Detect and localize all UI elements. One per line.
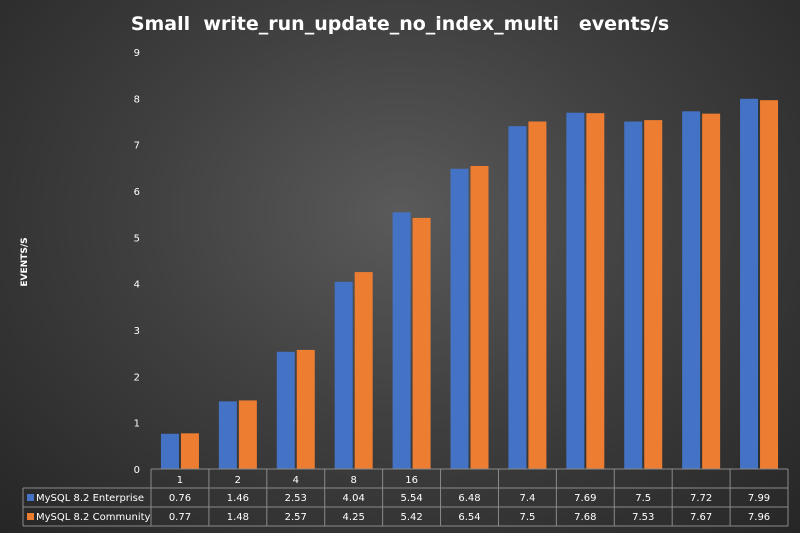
data-label: 0.76 xyxy=(169,493,191,504)
y-tick-label: 5 xyxy=(134,233,140,244)
bar-enterprise xyxy=(682,111,701,469)
legend-label: MySQL 8.2 Enterprise xyxy=(36,493,144,504)
category-label: 4 xyxy=(293,475,299,486)
y-tick-label: 4 xyxy=(134,280,140,291)
data-label: 7.68 xyxy=(574,512,596,523)
bar-community xyxy=(412,217,431,469)
data-table: 1 2 4 8 16 MySQL 8.2 Enterprise 0.76 1.46 2.53 4.… xyxy=(22,468,789,527)
bar-enterprise xyxy=(740,98,759,470)
bar-enterprise xyxy=(392,212,411,469)
data-label: 7.5 xyxy=(635,493,651,504)
data-label: 7.4 xyxy=(519,493,535,504)
legend-label: MySQL 8.2 Community xyxy=(36,512,151,523)
bar-community xyxy=(354,272,373,469)
bar-enterprise xyxy=(450,168,469,469)
bar-community xyxy=(470,165,489,470)
y-tick-label: 3 xyxy=(134,326,140,337)
data-label: 7.69 xyxy=(574,493,596,504)
data-label: 2.57 xyxy=(285,512,307,523)
category-label: 16 xyxy=(405,475,418,486)
data-label: 7.72 xyxy=(690,493,712,504)
y-tick-label: 8 xyxy=(134,94,140,105)
bar-community xyxy=(238,400,257,469)
bar-enterprise xyxy=(566,112,585,470)
bar-community xyxy=(296,349,315,469)
bar-enterprise xyxy=(334,281,353,469)
bar-community xyxy=(644,120,663,470)
y-tick-label: 0 xyxy=(134,465,140,476)
bar-community xyxy=(180,433,199,469)
category-label: 1 xyxy=(177,475,183,486)
y-tick-label: 1 xyxy=(134,419,140,430)
data-label: 7.5 xyxy=(519,512,535,523)
bar-enterprise xyxy=(218,401,237,469)
data-label: 1.48 xyxy=(227,512,249,523)
legend-swatch xyxy=(27,513,34,520)
bar-enterprise xyxy=(160,433,179,469)
data-label: 5.54 xyxy=(400,493,422,504)
bar-enterprise xyxy=(276,351,295,469)
legend-swatch xyxy=(27,494,34,501)
bar-community xyxy=(528,121,547,469)
data-label: 0.77 xyxy=(169,512,191,523)
data-label: 1.46 xyxy=(227,493,249,504)
data-label: 4.04 xyxy=(343,493,365,504)
chart-title: Small write_run_update_no_index_multi ev… xyxy=(131,13,669,35)
data-label: 5.42 xyxy=(400,512,422,523)
y-axis-label: EVENTS/S xyxy=(20,237,30,286)
data-label: 6.48 xyxy=(458,493,480,504)
data-label: 7.53 xyxy=(632,512,654,523)
category-label: 8 xyxy=(350,475,356,486)
data-label: 4.25 xyxy=(343,512,365,523)
bar-enterprise xyxy=(624,121,643,469)
data-label: 7.99 xyxy=(748,493,770,504)
data-label: 7.67 xyxy=(690,512,712,523)
data-label: 6.54 xyxy=(458,512,480,523)
y-axis-ticks: 0 1 2 3 4 5 6 7 8 9 xyxy=(134,48,140,476)
bar-community xyxy=(586,113,605,469)
y-tick-label: 9 xyxy=(134,48,140,59)
bar-community xyxy=(702,113,721,469)
category-label: 2 xyxy=(235,475,241,486)
data-label: 7.96 xyxy=(748,512,770,523)
y-tick-label: 2 xyxy=(134,372,140,383)
bar-enterprise xyxy=(508,126,527,469)
data-label: 2.53 xyxy=(285,493,307,504)
bar-community xyxy=(760,100,779,469)
y-tick-label: 6 xyxy=(134,187,140,198)
y-tick-label: 7 xyxy=(134,141,140,152)
bars xyxy=(160,98,779,470)
